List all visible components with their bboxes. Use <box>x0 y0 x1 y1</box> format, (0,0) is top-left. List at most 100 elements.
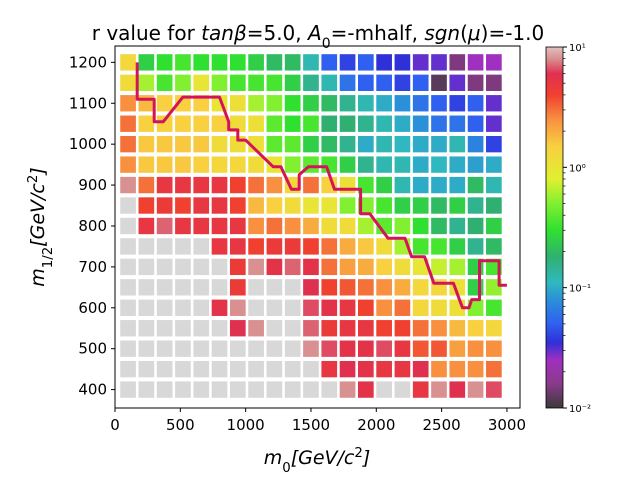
y-tick-label: 1100 <box>69 94 107 112</box>
y-tick-label: 800 <box>78 217 107 235</box>
heatmap-cell <box>339 381 356 398</box>
heatmap-cell <box>175 135 191 153</box>
heatmap-cell <box>431 238 447 255</box>
heatmap-cell <box>211 197 228 214</box>
heatmap-cell <box>431 197 447 214</box>
heatmap-cell <box>467 217 484 235</box>
heatmap-cell <box>248 320 264 337</box>
heatmap-cell <box>120 320 136 337</box>
colorbar-tick-label: 10⁰ <box>569 163 586 174</box>
heatmap-cell <box>358 381 374 398</box>
heatmap-cell <box>284 360 301 378</box>
heatmap-cell <box>376 115 392 132</box>
heatmap-cell <box>467 381 484 398</box>
heatmap-cell <box>193 135 210 153</box>
heatmap-cell <box>358 156 374 173</box>
heatmap-cell <box>175 95 191 112</box>
heatmap-cell <box>449 217 466 235</box>
heatmap-cell <box>339 74 356 91</box>
heatmap-cell <box>321 197 338 214</box>
heatmap-cell <box>449 176 466 194</box>
heatmap-cell <box>486 320 502 337</box>
heatmap-cell <box>138 360 155 378</box>
heatmap-cell <box>138 135 155 153</box>
heatmap-cell <box>211 176 228 194</box>
heatmap-cell <box>120 299 136 316</box>
heatmap-cell <box>175 320 191 337</box>
heatmap-cell <box>321 135 338 153</box>
heatmap-cell <box>486 217 502 235</box>
heatmap-cell <box>467 360 484 378</box>
heatmap-cell <box>229 115 246 132</box>
heatmap-cell <box>248 258 264 276</box>
heatmap-cell <box>138 95 155 112</box>
heatmap-cell <box>376 197 392 214</box>
heatmap-cell <box>449 95 466 112</box>
heatmap-cell <box>193 115 210 132</box>
heatmap-cell <box>486 74 502 91</box>
heatmap-cell <box>394 320 411 337</box>
heatmap-cell <box>412 74 429 91</box>
heatmap-cell <box>467 340 484 357</box>
heatmap-cell <box>339 299 356 316</box>
colorbar-tick-label: 10¹ <box>569 43 586 54</box>
heatmap-cell <box>266 279 283 296</box>
heatmap-cell <box>339 135 356 153</box>
heatmap-cell <box>193 258 210 276</box>
heatmap-cell <box>412 340 429 357</box>
heatmap-cell <box>248 115 264 132</box>
heatmap-cell <box>156 176 173 194</box>
heatmap-cell <box>248 176 264 194</box>
heatmap-cell <box>211 74 228 91</box>
heatmap-cell <box>376 258 392 276</box>
heatmap-cell <box>339 115 356 132</box>
y-axis-ticks: 400 500 600 700 800 900 1000 1100 1200 <box>69 53 115 399</box>
heatmap-cell <box>376 156 392 173</box>
heatmap-cell <box>266 381 283 398</box>
heatmap-cell <box>175 360 191 378</box>
heatmap-cell <box>138 217 155 235</box>
heatmap-cell <box>229 299 246 316</box>
heatmap-cell <box>193 360 210 378</box>
heatmap-cell <box>412 258 429 276</box>
heatmap-cell <box>486 238 502 255</box>
colorbar-tick-label: 10⁻¹ <box>569 284 591 295</box>
heatmap-cell <box>412 279 429 296</box>
heatmap-cell <box>358 340 374 357</box>
heatmap-cell <box>321 176 338 194</box>
heatmap-cell <box>284 74 301 91</box>
heatmap-cell <box>229 197 246 214</box>
heatmap-cell <box>449 381 466 398</box>
heatmap-cell <box>211 115 228 132</box>
heatmap-cell <box>193 156 210 173</box>
colorbar <box>545 46 564 409</box>
heatmap-cell <box>449 115 466 132</box>
heatmap-cell <box>467 74 484 91</box>
heatmap-cell <box>376 360 392 378</box>
heatmap-cell <box>412 381 429 398</box>
heatmap-cell <box>156 360 173 378</box>
heatmap-cell <box>321 238 338 255</box>
heatmap-cell <box>229 238 246 255</box>
heatmap-cell <box>449 258 466 276</box>
heatmap-cell <box>486 156 502 173</box>
heatmap-cell <box>211 156 228 173</box>
heatmap-cell <box>138 320 155 337</box>
heatmap-cell <box>193 299 210 316</box>
heatmap-cell <box>394 176 411 194</box>
heatmap-cell <box>175 238 191 255</box>
y-tick-label: 1200 <box>69 53 107 71</box>
heatmap-cell <box>193 54 210 71</box>
heatmap-cell <box>175 176 191 194</box>
heatmap-cell <box>120 217 136 235</box>
heatmap-cell <box>358 135 374 153</box>
heatmap-cell <box>175 279 191 296</box>
heatmap-cell <box>394 381 411 398</box>
heatmap-cell <box>266 360 283 378</box>
heatmap-cell <box>449 74 466 91</box>
heatmap-cell <box>193 95 210 112</box>
heatmap-cell <box>358 299 374 316</box>
heatmap-cell <box>138 115 155 132</box>
heatmap-cell <box>303 340 319 357</box>
heatmap-cell <box>138 74 155 91</box>
